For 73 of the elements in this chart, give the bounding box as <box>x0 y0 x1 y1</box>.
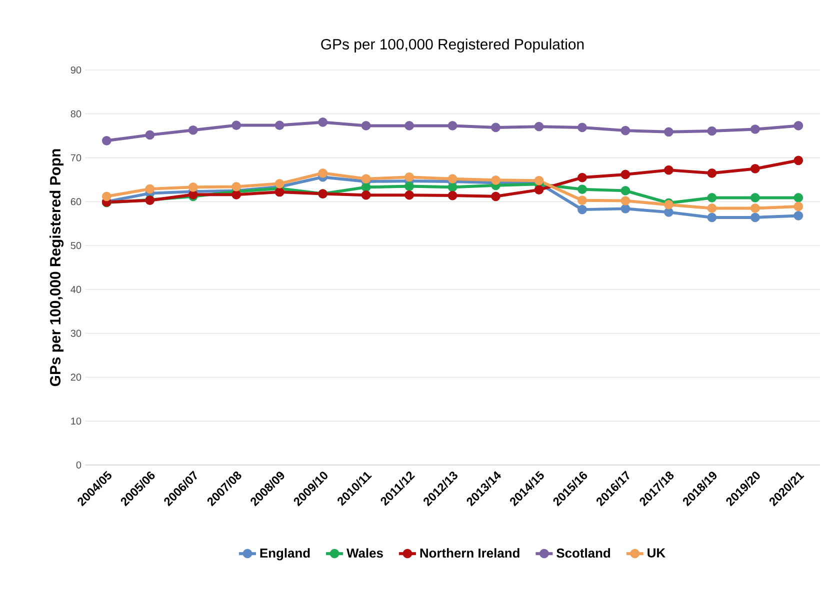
y-tick-label: 0 <box>76 461 82 469</box>
point <box>361 190 371 200</box>
point <box>534 185 544 194</box>
point <box>232 120 242 130</box>
point <box>750 204 760 213</box>
point <box>707 204 717 213</box>
point <box>102 192 112 202</box>
point <box>794 193 804 202</box>
point <box>707 126 717 136</box>
point <box>491 192 500 202</box>
point <box>664 165 674 175</box>
point <box>620 126 630 136</box>
point <box>188 182 198 192</box>
point <box>794 156 804 166</box>
point <box>707 193 717 202</box>
point <box>578 184 587 194</box>
point <box>620 170 630 180</box>
point <box>794 211 804 220</box>
point <box>750 124 760 134</box>
point <box>620 204 630 214</box>
point <box>534 176 544 186</box>
point <box>145 184 155 194</box>
point <box>232 190 242 200</box>
point <box>404 182 414 191</box>
point <box>404 172 414 182</box>
point <box>491 175 500 185</box>
point <box>750 164 760 174</box>
point <box>318 168 328 178</box>
y-tick-label: 30 <box>70 330 82 337</box>
point <box>578 196 587 206</box>
point <box>145 130 155 140</box>
y-tick-label: 90 <box>70 66 82 74</box>
point <box>274 187 284 197</box>
point <box>707 168 717 178</box>
legend-label: England <box>260 548 310 560</box>
point <box>620 196 630 206</box>
point <box>232 182 242 192</box>
legend-label: UK <box>648 548 666 558</box>
point <box>750 193 760 202</box>
y-axis-title: GPs per 100,000 Registered Popn <box>50 149 64 386</box>
point <box>534 122 544 132</box>
point <box>361 121 371 130</box>
point <box>578 122 587 132</box>
y-tick-label: 80 <box>70 110 82 118</box>
legend-label: Scotland <box>556 548 610 558</box>
point <box>620 186 630 196</box>
point <box>448 190 458 200</box>
point <box>188 125 198 135</box>
point <box>404 121 414 130</box>
point <box>750 212 760 222</box>
y-tick-label: 60 <box>70 198 82 206</box>
point <box>448 121 458 130</box>
y-tick-label: 40 <box>70 286 82 293</box>
point <box>578 172 587 182</box>
legend-label: Northern Ireland <box>420 548 520 558</box>
y-tick-label: 70 <box>70 154 82 162</box>
point <box>794 121 804 130</box>
point <box>664 208 674 217</box>
point <box>102 136 112 146</box>
y-tick-label: 20 <box>70 374 82 381</box>
y-tick-label: 50 <box>70 242 82 250</box>
chart-title: GPs per 100,000 Registered Population <box>321 38 584 52</box>
legend-label: Wales <box>346 548 383 558</box>
point <box>491 122 500 132</box>
point <box>707 212 717 222</box>
point <box>794 202 804 212</box>
point <box>274 120 284 130</box>
point <box>404 190 414 200</box>
point <box>274 178 284 188</box>
y-tick-label: 10 <box>71 418 82 425</box>
point <box>578 204 587 214</box>
point <box>318 118 328 127</box>
point <box>664 127 674 137</box>
